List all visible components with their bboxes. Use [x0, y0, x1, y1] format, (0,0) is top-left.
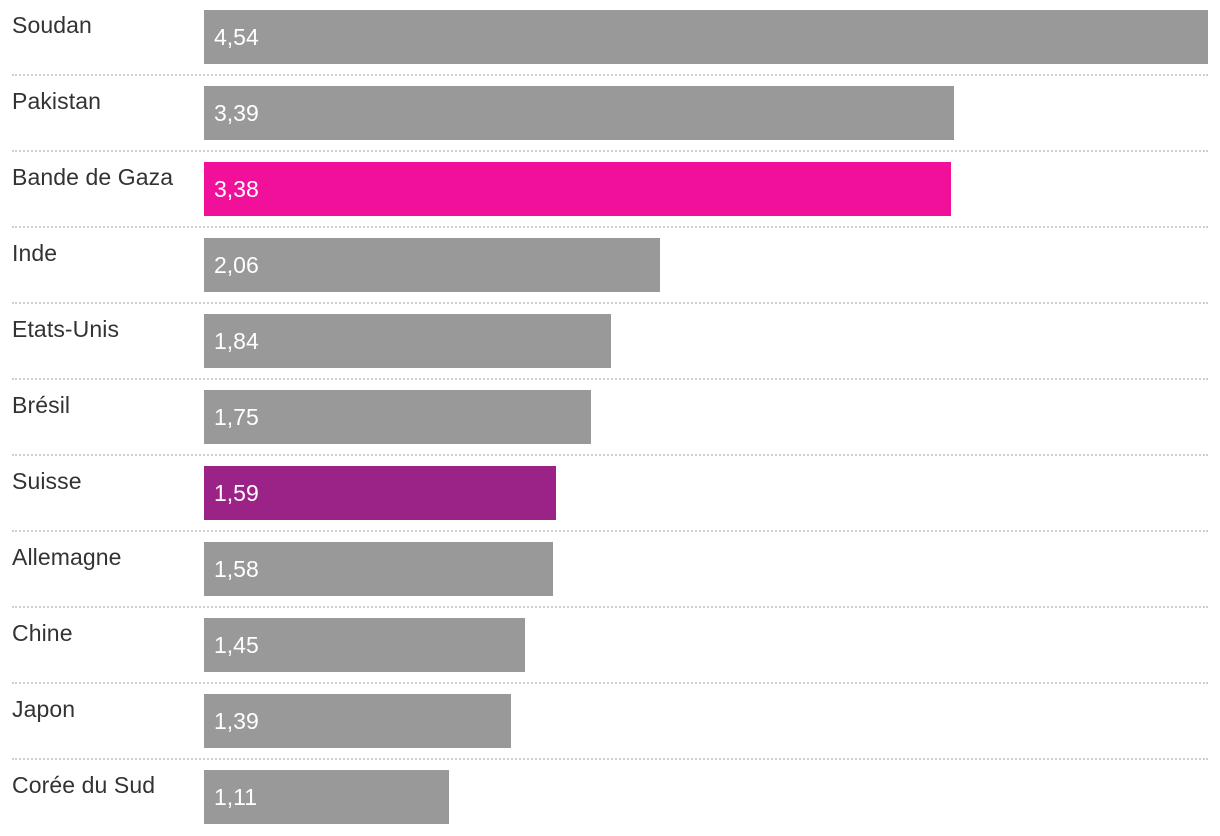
bar: 1,11	[204, 770, 449, 824]
chart-row: Pakistan 3,39	[0, 76, 1220, 152]
row-divider	[12, 378, 1208, 380]
data-label: 3,38	[214, 176, 259, 202]
data-label: 4,54	[214, 24, 259, 50]
row-divider	[12, 226, 1208, 228]
bar: 2,06	[204, 238, 660, 292]
bar: 3,38	[204, 162, 951, 216]
row-divider	[12, 302, 1208, 304]
category-label: Allemagne	[12, 544, 122, 570]
data-label: 1,59	[214, 480, 259, 506]
row-divider	[12, 758, 1208, 760]
bar: 1,84	[204, 314, 611, 368]
row-divider	[12, 454, 1208, 456]
chart-row: Bande de Gaza 3,38	[0, 152, 1220, 228]
data-label: 1,39	[214, 708, 259, 734]
row-divider	[12, 150, 1208, 152]
category-label: Brésil	[12, 392, 71, 418]
data-label: 1,11	[214, 784, 258, 810]
chart-row: Chine 1,45	[0, 608, 1220, 684]
chart-row: Brésil 1,75	[0, 380, 1220, 456]
category-label: Suisse	[12, 468, 82, 494]
row-divider	[12, 606, 1208, 608]
chart-row: Corée du Sud 1,11	[0, 760, 1220, 836]
bar: 1,45	[204, 618, 525, 672]
bar: 4,54	[204, 10, 1208, 64]
data-label: 3,39	[214, 100, 259, 126]
data-label: 1,84	[214, 328, 259, 354]
chart-row: Suisse 1,59	[0, 456, 1220, 532]
chart-row: Soudan 4,54	[0, 0, 1220, 76]
category-label: Soudan	[12, 12, 92, 38]
chart-row: Allemagne 1,58	[0, 532, 1220, 608]
row-divider	[12, 682, 1208, 684]
category-label: Corée du Sud	[12, 772, 156, 798]
bar: 1,58	[204, 542, 553, 596]
chart-row: Japon 1,39	[0, 684, 1220, 760]
data-label: 1,58	[214, 556, 259, 582]
category-label: Etats-Unis	[12, 316, 120, 342]
bar: 1,75	[204, 390, 591, 444]
category-label: Japon	[12, 696, 76, 722]
data-label: 1,75	[214, 404, 259, 430]
row-divider	[12, 74, 1208, 76]
bar: 1,59	[204, 466, 556, 520]
bar: 3,39	[204, 86, 954, 140]
category-label: Pakistan	[12, 88, 102, 114]
data-label: 1,45	[214, 632, 259, 658]
bar: 1,39	[204, 694, 511, 748]
category-label: Bande de Gaza	[12, 164, 174, 190]
category-label: Inde	[12, 240, 58, 266]
row-divider	[12, 530, 1208, 532]
chart-row: Inde 2,06	[0, 228, 1220, 304]
chart-row: Etats-Unis 1,84	[0, 304, 1220, 380]
category-label: Chine	[12, 620, 73, 646]
data-label: 2,06	[214, 252, 259, 278]
